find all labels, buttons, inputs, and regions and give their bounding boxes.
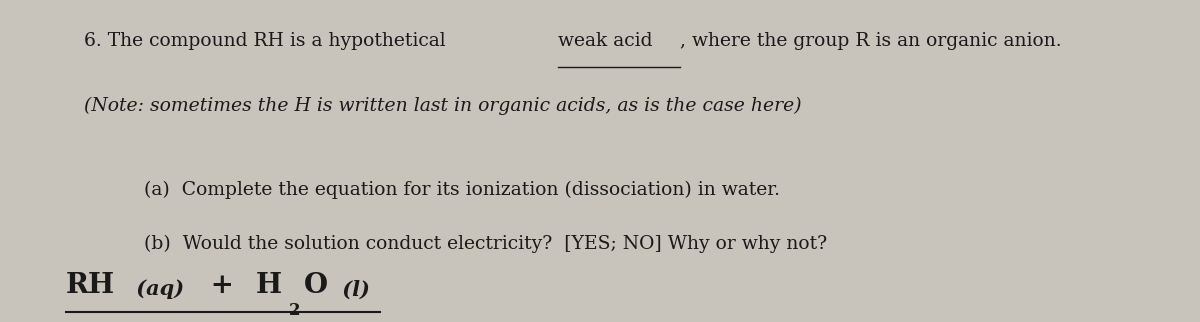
Text: (aq): (aq)	[130, 279, 185, 299]
Text: , where the group R is an organic anion.: , where the group R is an organic anion.	[680, 32, 1062, 50]
Text: H: H	[256, 272, 282, 299]
Text: 2: 2	[289, 302, 301, 319]
Text: RH: RH	[66, 272, 115, 299]
Text: +: +	[200, 272, 244, 299]
Text: (b)  Would the solution conduct electricity?  [YES; NO] Why or why not?: (b) Would the solution conduct electrici…	[144, 235, 827, 253]
Text: (a)  Complete the equation for its ionization (dissociation) in water.: (a) Complete the equation for its ioniza…	[144, 180, 780, 199]
Text: O: O	[305, 272, 329, 299]
Text: (Note: sometimes the H is written last in organic acids, as is the case here): (Note: sometimes the H is written last i…	[84, 97, 802, 115]
Text: (l): (l)	[335, 279, 371, 299]
Text: 6. The compound RH is a hypothetical: 6. The compound RH is a hypothetical	[84, 32, 451, 50]
Text: weak acid: weak acid	[558, 32, 653, 50]
